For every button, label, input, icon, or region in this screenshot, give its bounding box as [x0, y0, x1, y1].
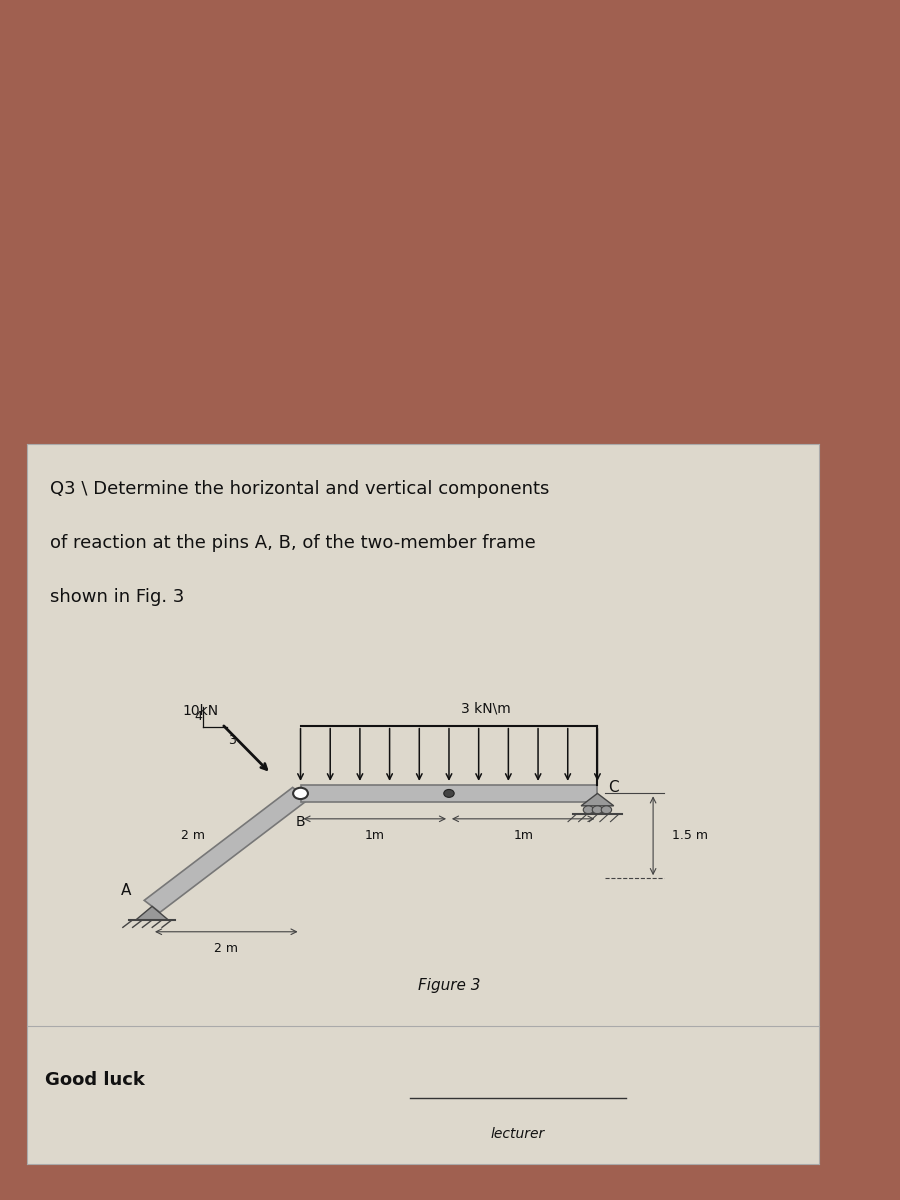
Text: 1m: 1m: [364, 829, 385, 842]
Circle shape: [592, 806, 603, 814]
Text: A: A: [121, 883, 131, 898]
Text: 10kN: 10kN: [182, 704, 218, 719]
Text: Q3 \ Determine the horizontal and vertical components: Q3 \ Determine the horizontal and vertic…: [50, 480, 549, 498]
Text: shown in Fig. 3: shown in Fig. 3: [50, 588, 184, 606]
Text: B: B: [296, 815, 305, 829]
Text: 1.5 m: 1.5 m: [671, 829, 707, 842]
Text: 3: 3: [229, 733, 237, 746]
Polygon shape: [144, 787, 309, 912]
Text: of reaction at the pins A, B, of the two-member frame: of reaction at the pins A, B, of the two…: [50, 534, 536, 552]
Circle shape: [444, 790, 454, 797]
Text: 2 m: 2 m: [214, 942, 238, 955]
Circle shape: [293, 787, 308, 799]
Text: Good luck: Good luck: [45, 1070, 145, 1090]
Text: 1m: 1m: [513, 829, 533, 842]
Text: 3 kN\m: 3 kN\m: [461, 702, 511, 715]
Text: 4: 4: [194, 710, 202, 724]
Polygon shape: [581, 793, 614, 806]
Text: Figure 3: Figure 3: [418, 978, 481, 992]
Polygon shape: [301, 785, 598, 802]
Text: 2 m: 2 m: [181, 829, 204, 842]
Circle shape: [601, 806, 612, 814]
Circle shape: [583, 806, 594, 814]
Text: C: C: [608, 780, 619, 796]
Text: lecturer: lecturer: [491, 1127, 545, 1141]
Polygon shape: [136, 906, 168, 920]
